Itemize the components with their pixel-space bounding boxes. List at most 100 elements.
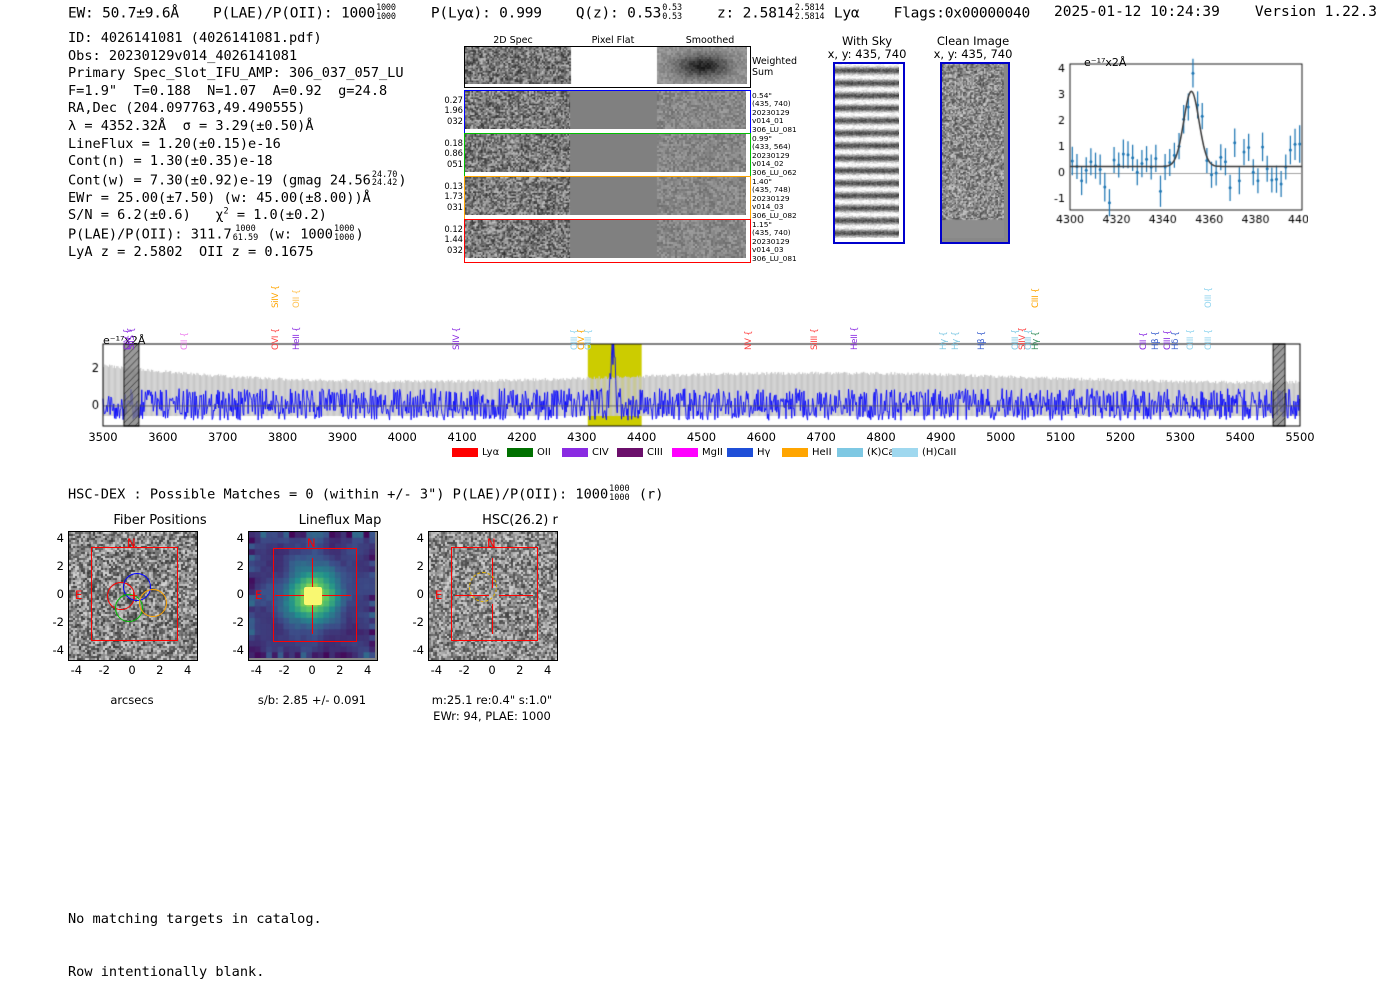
legend-item-heii: HeII	[782, 447, 832, 458]
spectrum-xtick-3600: 3600	[148, 430, 178, 444]
spectrum-xtick-5000: 5000	[986, 430, 1016, 444]
cutout3-ytick-2: 2	[416, 559, 424, 574]
cutout-fiber-row-4	[464, 219, 751, 263]
info-redshifts: LyA z = 2.5802 OII z = 0.1675	[68, 243, 314, 260]
legend-swatch	[562, 448, 588, 457]
cutout3-xtick-0: 0	[488, 663, 496, 677]
cutout2-xtick-0: 0	[308, 663, 316, 677]
line-id-oiii-10: OIII {	[583, 329, 594, 350]
fit-units-label: e⁻¹⁷x2Å	[1084, 56, 1127, 69]
info-snr: S/N = 6.2(±0.6) χ2 = 1.0(±0.2)	[68, 206, 327, 224]
legend-label: HeII	[812, 447, 832, 458]
emission-line-fit-chart: e⁻¹⁷x2Å	[1036, 52, 1308, 244]
line-id-oiii-28: OIII {	[1204, 329, 1215, 350]
info-plae: P(LAE)/P(OII): 311.7 1000 61.59 (w: 100010…	[68, 223, 364, 243]
info-cont-w: Cont(w) = 7.30(±0.92)e-19 (gmag 24.5624.…	[68, 169, 407, 189]
cutout3-ytick-4: 4	[416, 531, 424, 546]
spectrum-xtick-5200: 5200	[1105, 430, 1136, 444]
spectrum-xtick-4400: 4400	[627, 430, 657, 444]
line-id-ovi-4: OVI {	[271, 328, 282, 350]
cutout2-ytick-2: 2	[236, 559, 244, 574]
line-id-hβ-23: Hβ {	[1150, 331, 1161, 350]
cutout1-ytick--2: -2	[52, 614, 64, 629]
spectrum-xtick-5400: 5400	[1225, 430, 1255, 444]
cutout3-ytick--2: -2	[412, 614, 424, 629]
legend-item-hcaii: (H)CaII	[892, 447, 956, 458]
cutout-fiber-row-1	[464, 90, 751, 134]
spectrum-xtick-5300: 5300	[1165, 430, 1195, 444]
legend-item-ciii: CIII	[617, 447, 663, 458]
spectrum-xtick-4700: 4700	[806, 430, 836, 444]
footer-no-match-note: No matching targets in catalog. Row inte…	[68, 876, 322, 999]
header-qz: Q(z): 0.53	[575, 5, 662, 22]
cutout3-ytick--4: -4	[412, 642, 424, 657]
header-z: z: 2.5814	[717, 5, 794, 22]
compass-north-2: N	[307, 536, 316, 550]
lineflux-map-xlabel: s/b: 2.85 +/- 0.091	[257, 693, 367, 707]
legend-item-oii: OII	[507, 447, 551, 458]
legend-swatch	[617, 448, 643, 457]
legend-swatch	[507, 448, 533, 457]
info-ewr: EWr = 25.00(±7.50) (w: 45.00(±8.00))Å	[68, 189, 371, 206]
spectrum-units-label: e⁻¹⁷x2Å	[103, 334, 146, 347]
info-lineflux: LineFlux = 1.20(±0.15)e-16	[68, 135, 281, 152]
hsc-r-ewr-plae: EWr: 94, PLAE: 1000	[433, 709, 551, 723]
legend-label: (H)CaII	[922, 447, 957, 458]
lineflux-map-image: N E	[248, 531, 378, 661]
legend-item-mgii: MgII	[672, 447, 723, 458]
line-id-hβ-16: Hβ {	[976, 331, 987, 350]
header-summary-line: EW: 50.7±9.6Å P(LAE)/P(OII): 10001000 100…	[68, 3, 1031, 22]
cutout2-ytick--2: -2	[232, 614, 244, 629]
cutout1-xtick--4: -4	[70, 663, 83, 677]
line-id-siiv-3: SiIV {	[271, 285, 282, 308]
compass-east-3: E	[435, 588, 443, 602]
hsc-crosshair-top	[492, 558, 494, 588]
full-spectrum-chart: e⁻¹⁷x2Å CIV {SiIS {CII {SiIV {OVI {OII {…	[85, 276, 1305, 466]
spectrum-xtick-4600: 4600	[746, 430, 776, 444]
cutout1-xtick-2: 2	[156, 663, 164, 677]
weighted-sum-label: Weighted Sum	[752, 56, 797, 78]
line-id-hγ-15: Hγ {	[950, 331, 961, 350]
panel-title-hsc-r: HSC(26.2) r	[482, 513, 558, 528]
info-wavelength: λ = 4352.32Å σ = 3.29(±0.50)Å	[68, 117, 314, 134]
line-id-cii-2: CII {	[179, 332, 190, 350]
cutout-with-sky	[833, 62, 905, 244]
fiber-meta-4: 1.15" (435, 740) 20230129 v014_03 306_LU…	[752, 220, 797, 263]
header-flags: Flags:0x00000040	[893, 5, 1031, 22]
line-id-heii-13: HeII {	[850, 326, 861, 350]
info-obs: Obs: 20230129v014_4026141081	[68, 47, 298, 64]
spectrum-xtick-4500: 4500	[686, 430, 717, 444]
legend-swatch	[892, 448, 918, 457]
line-id-oii-5: OII {	[292, 289, 303, 308]
cutout2-xtick-2: 2	[336, 663, 344, 677]
with-sky-title-block: With Sky x, y: 435, 740	[820, 35, 914, 61]
cutout1-xtick-0: 0	[128, 663, 136, 677]
panel-title-fiber-positions: Fiber Positions	[113, 513, 207, 528]
with-sky-title: With Sky	[841, 34, 893, 48]
panel-title-lineflux-map: Lineflux Map	[298, 513, 382, 528]
line-id-oiii-26: OIII {	[1186, 329, 1197, 350]
compass-east-1: E	[75, 588, 83, 602]
fiber-positions-red-box	[91, 547, 178, 641]
line-id-oiii-27: OIII {	[1204, 287, 1215, 308]
line-id-hγ-21: Hγ {	[1030, 331, 1041, 350]
spectrum-xtick-3700: 3700	[208, 430, 238, 444]
cutout-fiber-row-3	[464, 176, 751, 220]
header-qz-hi: 0.53	[662, 3, 682, 13]
hsc-r-xlabel: m:25.1 re:0.4" s:1.0"	[431, 693, 553, 707]
spectrum-xtick-4900: 4900	[926, 430, 956, 444]
header-z-lo: 2.5814	[794, 11, 825, 22]
header-ew: EW: 50.7±9.6Å	[68, 5, 179, 22]
fiber-positions-xlabel: arcsecs	[110, 693, 154, 707]
fiber-stats-1: 0.27 1.96 032	[444, 95, 463, 126]
hscdex-headline: HSC-DEX : Possible Matches = 0 (within +…	[68, 484, 664, 503]
cutout1-ytick-0: 0	[56, 587, 64, 601]
legend-label: OII	[537, 447, 551, 458]
legend-item-hγ: Hγ	[727, 447, 770, 458]
compass-north-1: N	[127, 536, 136, 550]
source-info-block: ID: 4026141081 (4026141081.pdf) Obs: 202…	[68, 30, 407, 262]
cutout1-ytick-4: 4	[56, 531, 64, 546]
cutout2-xtick--4: -4	[250, 663, 263, 677]
header-version: Version 1.22.3	[1254, 4, 1378, 20]
header-plae-lo: 1000	[376, 11, 396, 22]
